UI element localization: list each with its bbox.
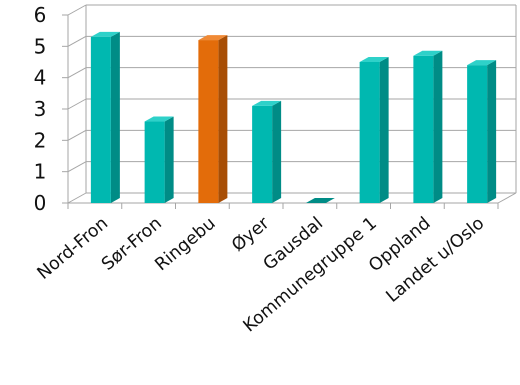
gridline-side: [67, 98, 87, 110]
bar: [305, 198, 335, 203]
y-tick-label: 6: [34, 3, 47, 27]
bar-top: [413, 50, 443, 56]
bar: [252, 100, 282, 203]
bar: [467, 60, 497, 204]
bar-top: [144, 116, 174, 122]
gridline-side: [67, 192, 87, 204]
bar-top: [252, 100, 282, 106]
bar-side: [110, 31, 120, 203]
floor-right-edge: [497, 192, 517, 204]
bar: [413, 50, 443, 203]
y-tick-label: 5: [34, 34, 47, 58]
bar-top: [359, 57, 389, 62]
y-tick-label: 3: [34, 97, 47, 121]
bar-top: [90, 31, 120, 37]
bar-top: [305, 198, 335, 203]
bar-side: [433, 50, 443, 203]
bar-top: [467, 60, 497, 66]
bar-front: [413, 55, 434, 203]
gridlines: [62, 4, 517, 209]
bar: [144, 116, 174, 203]
bar-top: [198, 35, 228, 41]
bar-front: [90, 36, 111, 203]
y-tick-label: 0: [34, 191, 47, 215]
bar-side: [164, 116, 174, 203]
bar-front: [198, 40, 219, 203]
y-tick-label: 1: [34, 160, 47, 184]
bar-front: [467, 65, 488, 203]
x-tick-label: Nord-Fron: [34, 214, 112, 284]
y-tick-label: 4: [34, 66, 47, 90]
gridline-side: [67, 35, 87, 47]
bar-side: [272, 100, 282, 203]
bar-side: [379, 57, 389, 203]
x-tick-label: Ringebu: [151, 214, 219, 276]
bar-front: [252, 105, 273, 203]
bar: [359, 57, 389, 203]
gridline-side: [67, 161, 87, 173]
y-tick-label: 2: [34, 128, 47, 152]
bar-side: [487, 60, 497, 204]
bar-side: [218, 35, 228, 203]
bar-front: [359, 62, 380, 203]
bar-front: [144, 121, 165, 203]
bar: [90, 31, 120, 203]
gridline-side: [67, 4, 87, 16]
bar: [198, 35, 228, 203]
gridline-side: [67, 129, 87, 141]
bars: [90, 31, 497, 204]
gridline-side: [67, 67, 87, 79]
x-tick-label: Øyer: [228, 213, 274, 256]
x-tick-label: Landet u/Oslo: [383, 214, 489, 307]
